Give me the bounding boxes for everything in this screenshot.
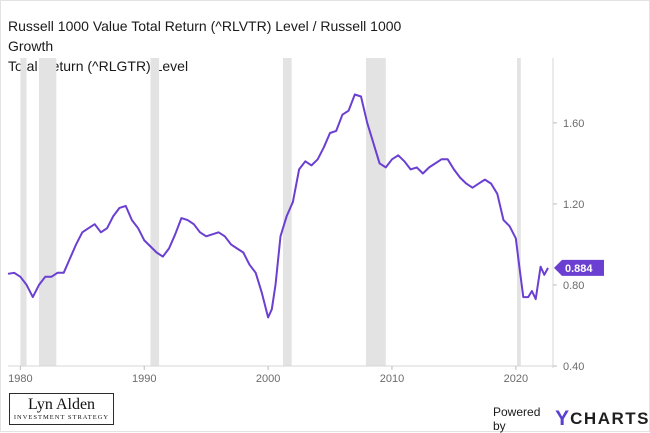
- x-tick-label: 2020: [504, 373, 528, 385]
- ycharts-logo-text: CHARTS: [570, 409, 650, 428]
- last-value-badge: [554, 259, 604, 276]
- recession-band-1: [38, 58, 57, 366]
- x-tick-label: 2010: [380, 373, 404, 385]
- ycharts-logo-y: Y: [555, 407, 571, 430]
- powered-by-ycharts[interactable]: Powered by Y CHARTS: [493, 405, 650, 433]
- last-value-flag: 0.884: [554, 259, 604, 276]
- x-tick-label: 1990: [132, 373, 156, 385]
- series-line-0: [7, 93, 549, 319]
- x-tick-label: 2000: [256, 373, 280, 385]
- recession-band-3: [282, 58, 292, 366]
- last-value-label: 0.884: [565, 263, 593, 275]
- logo-name: Lyn Alden: [27, 396, 96, 413]
- recession-band-5: [517, 58, 521, 366]
- y-tick-label: 0.80: [563, 280, 584, 292]
- recession-band-0: [20, 58, 27, 366]
- axes: 0.40 0.80 1.20 1.60 1980 1990 2000 2010 2020: [8, 58, 584, 385]
- powered-by-label: Powered by: [493, 405, 541, 433]
- recession-band-4: [365, 58, 386, 366]
- lyn-alden-logo: Lyn Alden INVESTMENT STRATEGY: [9, 393, 114, 425]
- y-tick-label: 1.60: [563, 118, 584, 130]
- y-tick-label: 1.20: [563, 199, 584, 211]
- recession-band-2: [150, 58, 160, 366]
- x-tick-label: 1980: [8, 373, 32, 385]
- series-lines: [7, 93, 549, 319]
- recession-bands: [20, 58, 521, 366]
- chart-title-line-1: Russell 1000 Value Total Return (^RLVTR)…: [8, 18, 402, 54]
- logo-tagline: INVESTMENT STRATEGY: [13, 414, 110, 421]
- y-tick-label: 0.40: [563, 361, 584, 373]
